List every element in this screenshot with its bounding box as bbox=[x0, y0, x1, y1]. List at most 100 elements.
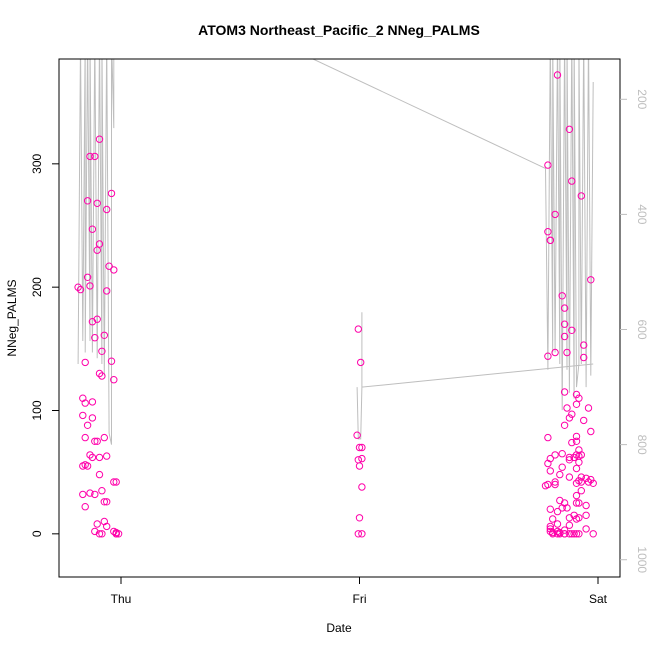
data-point bbox=[354, 530, 362, 538]
data-point bbox=[563, 348, 571, 357]
data-point bbox=[575, 394, 583, 402]
data-point bbox=[565, 414, 574, 422]
data-point bbox=[565, 453, 574, 462]
data-point bbox=[584, 404, 593, 412]
data-point bbox=[587, 427, 595, 436]
data-point bbox=[572, 437, 581, 445]
y-tick-label: 100 bbox=[30, 400, 44, 420]
data-point bbox=[358, 530, 366, 538]
data-point bbox=[572, 390, 581, 399]
data-point bbox=[112, 530, 120, 538]
data-point bbox=[93, 246, 101, 254]
data-point bbox=[100, 331, 109, 339]
x-axis-label: Date bbox=[326, 621, 352, 635]
data-point bbox=[560, 526, 569, 534]
data-point bbox=[577, 451, 585, 459]
data-point bbox=[563, 404, 571, 412]
data-point bbox=[98, 530, 106, 538]
data-point bbox=[568, 326, 576, 334]
data-point bbox=[584, 478, 593, 486]
data-point bbox=[103, 498, 111, 506]
data-point bbox=[570, 453, 578, 462]
data-point bbox=[546, 236, 554, 245]
data-point bbox=[560, 388, 569, 396]
data-point bbox=[551, 478, 559, 486]
data-point bbox=[575, 530, 583, 538]
data-point bbox=[580, 353, 588, 362]
data-point bbox=[560, 332, 569, 341]
data-point bbox=[589, 479, 597, 487]
data-point bbox=[563, 504, 571, 512]
data-point bbox=[98, 372, 106, 380]
x-tick-label: Thu bbox=[111, 592, 132, 606]
data-point bbox=[86, 152, 94, 161]
data-point bbox=[568, 177, 576, 185]
data-point bbox=[93, 520, 101, 528]
data-point bbox=[83, 197, 92, 205]
data-point bbox=[587, 475, 595, 484]
y-tick-label: 200 bbox=[30, 277, 44, 297]
data-point bbox=[98, 347, 106, 355]
data-point bbox=[357, 358, 365, 367]
data-point bbox=[355, 462, 364, 470]
data-point bbox=[110, 376, 118, 384]
data-point bbox=[95, 470, 104, 479]
secondary-tick-label: 1000 bbox=[635, 546, 649, 573]
plot-frame bbox=[58, 58, 621, 578]
data-point bbox=[553, 520, 562, 528]
data-point bbox=[546, 467, 554, 475]
data-point bbox=[354, 325, 362, 333]
data-point bbox=[112, 478, 120, 486]
data-point bbox=[572, 479, 581, 487]
data-point bbox=[103, 522, 111, 531]
data-point bbox=[582, 525, 590, 533]
scatter-series-group bbox=[74, 71, 597, 538]
data-point bbox=[553, 71, 562, 79]
data-point bbox=[355, 443, 364, 452]
data-point bbox=[568, 530, 576, 538]
data-point bbox=[582, 501, 590, 510]
data-point bbox=[86, 489, 94, 497]
data-point bbox=[572, 530, 581, 538]
x-tick-label: Fri bbox=[353, 592, 367, 606]
data-point bbox=[353, 431, 361, 439]
data-point bbox=[549, 515, 557, 523]
data-point bbox=[568, 410, 576, 418]
secondary-tick-label: 200 bbox=[635, 89, 649, 109]
data-point bbox=[110, 266, 118, 274]
x-tick-label: Sat bbox=[589, 592, 608, 606]
chart-title: ATOM3 Northeast_Pacific_2 NNeg_PALMS bbox=[198, 22, 480, 38]
data-point bbox=[551, 348, 559, 357]
data-point bbox=[589, 530, 597, 538]
data-point bbox=[546, 522, 554, 531]
data-point bbox=[88, 225, 97, 233]
data-point bbox=[572, 499, 581, 507]
data-point bbox=[103, 287, 111, 295]
data-point bbox=[74, 283, 82, 291]
y-axis-label: NNeg_PALMS bbox=[5, 279, 19, 356]
data-point bbox=[558, 292, 566, 300]
data-point bbox=[551, 451, 559, 459]
data-point bbox=[81, 358, 89, 367]
data-point bbox=[91, 152, 99, 161]
data-point bbox=[565, 125, 574, 134]
data-point bbox=[88, 414, 97, 422]
data-point bbox=[93, 315, 101, 323]
data-point bbox=[110, 478, 118, 486]
data-point bbox=[577, 478, 585, 486]
data-point bbox=[76, 285, 85, 294]
data-point bbox=[551, 210, 559, 219]
data-point bbox=[572, 432, 581, 441]
data-point bbox=[83, 462, 92, 470]
data-point bbox=[558, 463, 566, 471]
data-point bbox=[541, 482, 550, 490]
data-point bbox=[83, 421, 92, 429]
data-point bbox=[577, 192, 585, 200]
data-point bbox=[582, 474, 590, 482]
data-point bbox=[572, 400, 581, 408]
data-point bbox=[587, 276, 595, 284]
y-tick-label: 300 bbox=[30, 154, 44, 174]
data-point bbox=[582, 511, 590, 519]
secondary-tick-label: 800 bbox=[635, 435, 649, 455]
line-series-group bbox=[77, 59, 594, 445]
